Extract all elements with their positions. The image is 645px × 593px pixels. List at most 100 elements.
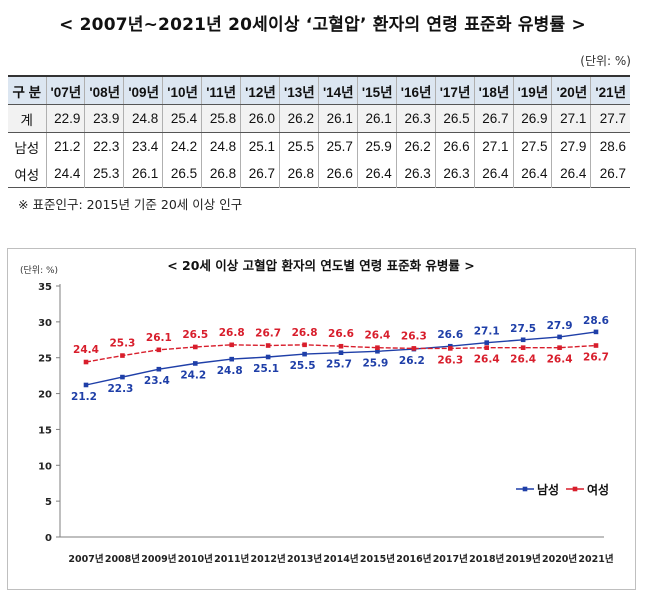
table-cell: 26.7	[473, 104, 514, 133]
table-header-label: 구 분	[8, 76, 46, 105]
data-label: 26.3	[401, 330, 427, 342]
data-point	[265, 343, 271, 348]
data-label: 25.3	[109, 338, 135, 350]
y-tick-label: 30	[38, 318, 52, 329]
table-column-header: '18년	[473, 76, 514, 105]
data-point	[265, 354, 271, 360]
data-point	[557, 334, 562, 340]
table-cell: 27.9	[551, 132, 591, 160]
page-title: < 2007년~2021년 20세이상 ‘고혈압’ 환자의 연령 표준화 유병률…	[59, 15, 586, 35]
table-cell: 26.1	[356, 104, 397, 133]
table-row: 남성 21.2 22.3 23.4 24.2 24.8 25.1 25.5 25.7 25.9 26…	[8, 132, 630, 160]
table-cell: 23.4	[123, 132, 163, 160]
data-label: 27.9	[547, 320, 573, 332]
data-label: 21.2	[71, 391, 97, 403]
data-label: 26.5	[182, 329, 208, 341]
table-row-label: 여성	[14, 167, 40, 183]
data-point	[375, 345, 380, 350]
data-point	[120, 353, 125, 358]
table-column-header: '08년	[84, 76, 124, 105]
data-point	[192, 361, 198, 366]
chart-title: < 20세 이상 고혈압 환자의 연도별 연령 표준화 유병률 >	[167, 258, 475, 273]
table-column-header: '16년	[395, 76, 436, 105]
table-column-header: '14년	[317, 76, 358, 105]
table-cell: 26.3	[434, 160, 475, 188]
legend-label: 여성	[587, 482, 609, 497]
table-cell: 26.9	[512, 104, 552, 133]
data-label: 27.1	[474, 326, 500, 338]
data-label: 26.4	[474, 354, 500, 366]
legend-swatch-marker	[572, 486, 578, 492]
x-tick-label: 2015년	[360, 553, 395, 565]
y-tick-label: 25	[38, 354, 52, 365]
data-point	[338, 343, 344, 349]
data-point	[229, 342, 235, 348]
data-label: 25.5	[290, 360, 316, 372]
table-cell: 27.1	[551, 104, 591, 133]
table-cell: 27.1	[473, 132, 514, 160]
table-column-header: '07년	[45, 76, 85, 105]
data-point	[229, 356, 235, 362]
table-cell: 26.8	[279, 160, 319, 188]
table-cell: 26.2	[279, 104, 319, 133]
table-cell: 23.9	[84, 104, 124, 133]
legend-swatch-marker	[522, 486, 528, 492]
data-label: 26.6	[437, 329, 463, 341]
data-label: 26.4	[510, 354, 536, 366]
x-tick-label: 2014년	[323, 553, 358, 565]
table-cell: 26.3	[395, 160, 436, 188]
data-point	[83, 382, 89, 388]
table-row-label: 남성	[14, 140, 40, 156]
table-column-header: '17년	[434, 76, 475, 105]
x-tick-label: 2020년	[542, 553, 577, 565]
table-cell: 26.5	[434, 104, 475, 133]
data-point	[302, 351, 307, 357]
data-label: 26.7	[583, 352, 609, 364]
data-point	[520, 345, 526, 350]
table-column-header: '15년	[356, 76, 397, 105]
data-label: 24.8	[217, 365, 243, 377]
y-tick-label: 15	[38, 425, 52, 436]
x-tick-label: 2007년	[68, 553, 103, 565]
table-cell: 26.3	[395, 104, 436, 133]
table-column-header: '13년	[279, 76, 319, 105]
data-point	[484, 340, 490, 345]
x-tick-label: 2011년	[214, 553, 249, 565]
data-label: 26.4	[364, 330, 390, 342]
y-tick-label: 0	[45, 533, 52, 544]
data-point	[411, 346, 417, 351]
data-point	[83, 359, 89, 365]
data-label: 23.4	[144, 375, 170, 387]
data-point	[484, 345, 490, 350]
unit-label: (단위: %)	[580, 54, 631, 68]
footnote: ※ 표준인구: 2015년 기준 20세 이상 인구	[18, 197, 243, 212]
x-tick-label: 2008년	[105, 553, 140, 565]
table-cell: 26.1	[123, 160, 163, 188]
data-label: 26.8	[292, 327, 318, 339]
data-label: 22.3	[107, 383, 133, 395]
table-row: 여성 24.4 25.3 26.1 26.5 26.8 26.7 26.8 26.6 26.4 26…	[8, 160, 630, 188]
data-point	[447, 346, 453, 351]
table-cell: 25.4	[162, 104, 202, 133]
data-label: 26.1	[146, 332, 172, 344]
y-tick-label: 5	[45, 497, 52, 508]
table-cell: 24.8	[123, 104, 163, 133]
data-label: 24.4	[73, 344, 99, 356]
x-tick-label: 2010년	[178, 553, 213, 565]
x-tick-label: 2016년	[396, 553, 431, 565]
data-point	[120, 374, 125, 380]
data-point	[192, 344, 198, 350]
table-column-header: '12년	[240, 76, 280, 105]
table-column-header: '11년	[201, 76, 241, 105]
table-column-header: '19년	[512, 76, 552, 105]
table-cell: 26.7	[590, 160, 630, 188]
y-tick-label: 10	[38, 461, 52, 472]
table-cell: 26.8	[201, 160, 241, 188]
chart-panel: < 20세 이상 고혈압 환자의 연도별 연령 표준화 유병률 > (단위: %)…	[7, 248, 636, 590]
table-cell: 26.4	[356, 160, 397, 188]
table-body: 계 22.9 23.9 24.8 25.4 25.8 26.0 26.2 26.1 26.1 26.…	[8, 104, 630, 188]
table-cell: 24.4	[45, 160, 85, 188]
legend-label: 남성	[537, 482, 559, 497]
table-cell: 21.2	[45, 132, 85, 160]
data-point	[156, 366, 162, 372]
